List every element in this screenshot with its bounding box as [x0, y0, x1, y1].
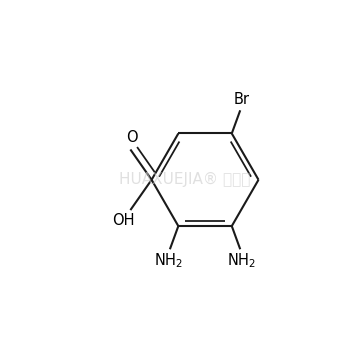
Text: O: O — [126, 130, 138, 145]
Text: Br: Br — [234, 92, 249, 107]
Text: NH$_2$: NH$_2$ — [227, 251, 256, 270]
Text: HUAXUEJIA® 化学加: HUAXUEJIA® 化学加 — [119, 172, 250, 187]
Text: OH: OH — [112, 213, 135, 228]
Text: NH$_2$: NH$_2$ — [154, 251, 183, 270]
